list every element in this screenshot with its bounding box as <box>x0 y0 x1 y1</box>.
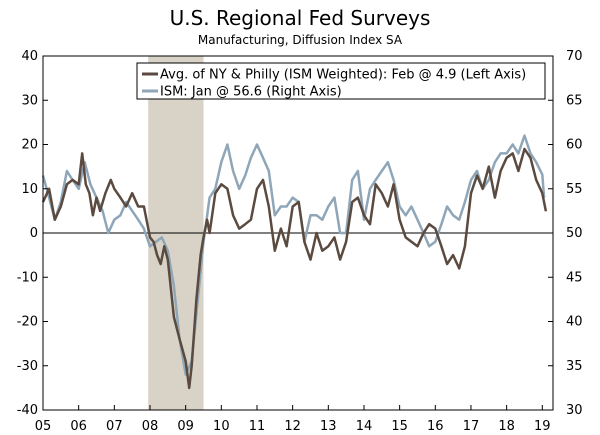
right-tick-label: 30 <box>566 403 583 418</box>
x-tick-label: 13 <box>320 419 337 434</box>
x-tick-label: 11 <box>249 419 266 434</box>
x-tick-label: 15 <box>391 419 408 434</box>
x-tick-label: 06 <box>70 419 87 434</box>
x-tick-label: 16 <box>427 419 444 434</box>
x-tick-label: 19 <box>534 419 551 434</box>
x-tick-label: 05 <box>35 419 52 434</box>
left-tick-label: -10 <box>17 270 38 285</box>
legend: Avg. of NY & Philly (ISM Weighted): Feb … <box>136 62 546 100</box>
left-tick-label: 0 <box>30 226 38 241</box>
legend-label-ism: ISM: Jan @ 56.6 (Right Axis) <box>160 85 342 100</box>
right-tick-label: 50 <box>566 226 583 241</box>
left-tick-label: 10 <box>21 182 38 197</box>
right-y-axis: 30 35 40 45 50 55 60 65 70 <box>548 49 583 418</box>
x-tick-label: 17 <box>463 419 480 434</box>
left-tick-label: -40 <box>17 403 38 418</box>
chart-subtitle: Manufacturing, Diffusion Index SA <box>197 33 403 47</box>
series-line-avg-ny-philly <box>41 147 548 390</box>
left-y-axis: -40 -30 -20 -10 0 10 20 30 40 <box>17 49 48 418</box>
x-tick-label: 14 <box>356 419 373 434</box>
left-tick-label: -20 <box>17 315 38 330</box>
legend-label-avg-ny-philly: Avg. of NY & Philly (ISM Weighted): Feb … <box>160 68 526 83</box>
chart-title: U.S. Regional Fed Surveys <box>169 6 431 30</box>
x-axis: 05 06 07 08 09 10 11 12 13 14 15 16 17 18 19 <box>35 405 551 434</box>
x-tick-label: 10 <box>213 419 230 434</box>
right-tick-label: 35 <box>566 359 583 374</box>
right-tick-label: 40 <box>566 315 583 330</box>
right-tick-label: 65 <box>566 93 583 108</box>
left-tick-label: 30 <box>21 93 38 108</box>
right-tick-label: 60 <box>566 138 583 153</box>
x-tick-label: 08 <box>142 419 159 434</box>
right-tick-label: 45 <box>566 270 583 285</box>
series-layer <box>41 134 548 390</box>
left-tick-label: 40 <box>21 49 38 64</box>
right-tick-label: 55 <box>566 182 583 197</box>
x-tick-label: 07 <box>106 419 123 434</box>
legend-box <box>136 62 546 100</box>
series-line-ism <box>41 134 546 376</box>
x-tick-label: 18 <box>498 419 515 434</box>
right-tick-label: 70 <box>566 49 583 64</box>
left-tick-label: -30 <box>17 359 38 374</box>
left-tick-label: 20 <box>21 138 38 153</box>
x-tick-label: 09 <box>177 419 194 434</box>
x-tick-label: 12 <box>284 419 301 434</box>
